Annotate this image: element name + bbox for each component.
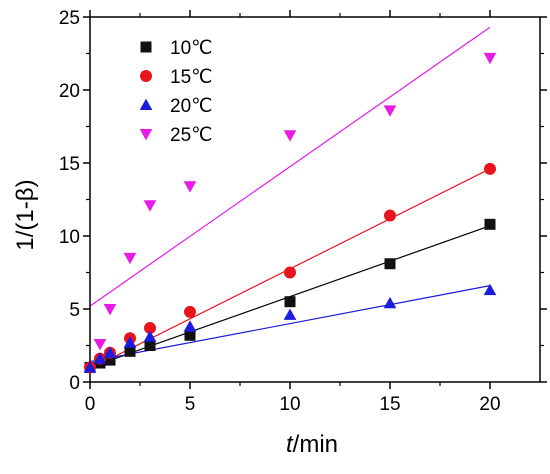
data-point [184,329,196,341]
fit-line [89,26,491,307]
data-point [484,218,496,230]
legend-label: 15℃ [170,67,212,88]
legend-label: 20℃ [170,96,212,117]
x-tick-label: 0 [85,394,96,415]
data-point [284,296,296,308]
data-point [383,105,397,117]
data-point [143,200,157,212]
legend-marker [139,128,153,141]
data-point [144,340,156,351]
y-tick-label: 5 [69,300,80,321]
data-point [124,345,136,357]
data-point [183,320,197,332]
x-axis-label-unit: /min [293,431,338,458]
legend-marker [140,41,152,53]
data-point [484,162,496,175]
legend: 10℃ 15℃ 20℃ 25℃ [139,38,212,146]
data-point [384,209,396,222]
x-axis-label-italic: t [286,431,294,458]
data-point [104,354,116,366]
data-point [283,308,297,320]
y-tick-label: 0 [69,373,80,394]
x-tick-label: 20 [479,394,500,415]
y-tick-label: 25 [59,8,80,29]
data-point [103,303,117,316]
data-point [93,352,107,364]
data-point [143,330,157,342]
data-point [103,346,117,358]
y-tick-label: 10 [59,227,80,248]
data-point [483,52,497,65]
data-point [183,181,197,193]
y-tick-label: 15 [59,154,80,175]
fit-line [89,285,491,363]
data-point [283,130,297,142]
data-point [383,296,397,309]
x-tick-label: 5 [185,394,196,415]
legend-marker [140,70,152,82]
x-axis-label: t/min [286,431,338,458]
data-point [123,336,137,348]
data-point [83,361,97,373]
plot-frame [89,16,541,383]
data-markers [83,52,497,374]
data-point [184,305,196,318]
y-axis-label: 1/(1-β) [12,179,39,250]
legend-label: 25℃ [170,125,212,146]
data-point [93,338,107,351]
y-tick-label: 20 [59,81,80,102]
x-tick-label: 10 [279,394,300,415]
data-point [144,321,156,334]
data-point [483,283,497,296]
legend-marker [139,98,153,111]
data-point [384,258,396,270]
data-point [123,252,137,265]
data-point [284,266,296,279]
legend-label: 10℃ [170,38,212,59]
x-tick-label: 15 [379,394,400,415]
axis-ticks: 0 5 10 15 20 0 5 10 15 20 25 [59,8,547,415]
